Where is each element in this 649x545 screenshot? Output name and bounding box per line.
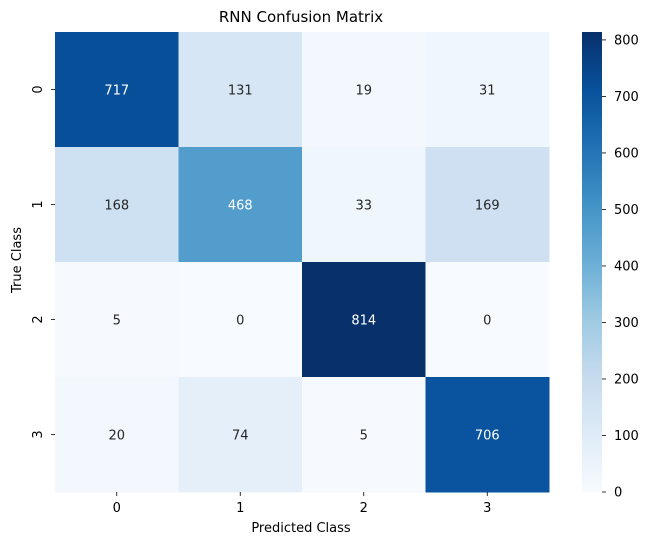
x-tick-label-0: 0 [113,501,121,516]
colorbar-ticks: 0 100 200 300 400 500 600 700 800 [602,33,639,501]
y-tick-label-3: 3 [31,430,46,438]
colorbar-tick-label-0: 0 [614,486,622,501]
chart-title: RNN Confusion Matrix [219,8,383,26]
cell-value-3-3: 706 [475,429,500,444]
colorbar-tick-label-4: 400 [614,259,639,274]
x-tick-label-2: 2 [360,501,368,516]
cell-value-0-1: 131 [228,84,253,99]
colorbar-tick-label-6: 600 [614,146,639,161]
y-tick-label-1: 1 [31,200,46,208]
heatmap-cell-1-3 [425,147,550,263]
heatmap-cell-3-2 [302,377,426,493]
heatmap-cell-0-0 [55,32,179,148]
cell-value-1-3: 169 [475,199,500,214]
heatmap-cell-0-1 [178,32,303,148]
cell-value-3-1: 74 [232,429,249,444]
cell-value-3-0: 20 [108,429,125,444]
y-axis-ticks: 0 1 2 3 [31,85,55,439]
heatmap-cell-2-3 [425,262,550,378]
colorbar-tick-label-5: 500 [614,203,639,218]
y-tick-label-2: 2 [31,315,46,323]
cell-value-1-0: 168 [104,199,129,214]
heatmap-cell-3-0 [55,377,179,493]
colorbar-tick-label-3: 300 [614,316,639,331]
x-axis-ticks: 0 1 2 3 [113,492,491,516]
heatmap-cell-labels: 717 131 19 31 168 468 33 169 5 0 814 0 20 74 5 706 [104,84,499,444]
heatmap-cell-2-0 [55,262,179,378]
heatmap-cell-2-1 [178,262,303,378]
cell-value-0-0: 717 [104,84,129,99]
heatmap-cell-0-2 [302,32,426,148]
x-tick-label-3: 3 [483,501,491,516]
heatmap-cell-3-1 [178,377,303,493]
heatmap-cell-2-2 [302,262,426,378]
colorbar-tick-label-1: 100 [614,429,639,444]
heatmap-cell-1-1 [178,147,303,263]
heatmap-cell-3-3 [425,377,550,493]
cell-value-2-3: 0 [483,314,491,329]
cell-value-2-1: 0 [236,314,244,329]
cell-value-1-2: 33 [355,199,372,214]
cell-value-2-2: 814 [351,314,376,329]
heatmap-cell-1-0 [55,147,179,263]
cell-value-2-0: 5 [113,314,121,329]
y-axis-label: True Class [10,227,25,294]
cell-value-0-3: 31 [479,84,496,99]
cell-value-0-2: 19 [355,84,372,99]
colorbar-tick-label-7: 700 [614,90,639,105]
colorbar-tick-label-8: 800 [614,33,639,48]
heatmap-cell-1-2 [302,147,426,263]
cell-value-1-1: 468 [228,199,253,214]
heatmap-cell-0-3 [425,32,550,148]
y-tick-label-0: 0 [31,85,46,93]
x-tick-label-1: 1 [236,501,244,516]
x-axis-label: Predicted Class [251,521,351,536]
cell-value-3-2: 5 [360,429,368,444]
colorbar [582,32,602,492]
colorbar-tick-label-2: 200 [614,372,639,387]
heatmap-cells [55,32,550,493]
